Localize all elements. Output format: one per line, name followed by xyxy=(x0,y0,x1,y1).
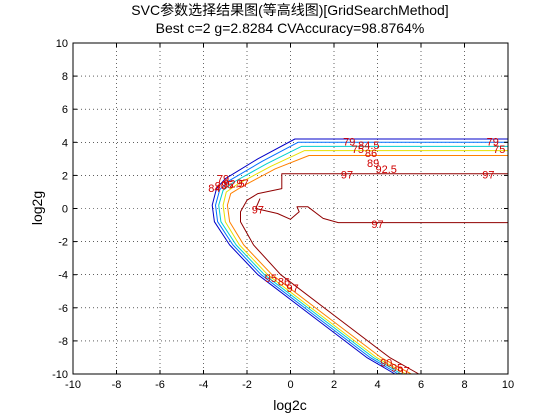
x-tick-label: 10 xyxy=(502,379,514,391)
contour-line-79 xyxy=(211,138,508,375)
y-tick-label: -4 xyxy=(58,270,68,282)
contour-label: 79 xyxy=(343,136,355,148)
contour-label: 86 xyxy=(365,148,377,160)
axis-ticks: -10 -8 -6 -4 -2 0 2 4 6 8 10 -10 -8 -6 -4 -2 0 2 4 6 8 10 xyxy=(52,38,514,391)
y-axis-label: log2g xyxy=(29,191,45,225)
y-tick-label: 10 xyxy=(56,38,68,50)
x-tick-label: -10 xyxy=(65,379,81,391)
contour-label: 97 xyxy=(252,204,264,216)
contour-label: 92.5 xyxy=(223,179,244,191)
chart-title-line-1: SVC参数选择结果图(等高线图)[GridSearchMethod] xyxy=(131,2,448,18)
contour-line-95 xyxy=(226,155,508,375)
y-tick-label: 2 xyxy=(62,170,68,182)
contour-label: 90 xyxy=(215,180,227,192)
contour-labels: 79 84.575 868992.597797597979792.595908479… xyxy=(208,136,505,377)
contour-label: 97 xyxy=(397,366,409,378)
y-tick-label: -10 xyxy=(52,369,68,381)
contour-label: 95 xyxy=(265,273,277,285)
contour-label: 84.5 xyxy=(358,140,379,152)
y-tick-label: -2 xyxy=(58,237,68,249)
grid-lines xyxy=(73,43,508,374)
contour-label: 97 xyxy=(482,170,494,182)
y-tick-label: 6 xyxy=(62,104,68,116)
x-axis-label: log2c xyxy=(273,397,306,413)
x-tick-label: 4 xyxy=(374,379,380,391)
contour-line-84-5 xyxy=(215,141,508,375)
contour-label: 95 xyxy=(391,362,403,374)
x-tick-label: 6 xyxy=(418,379,424,391)
contour-label: 90 xyxy=(380,357,392,369)
contour-line-97 xyxy=(240,173,508,375)
contour-label: 95 xyxy=(221,180,233,192)
contour-label: 97 xyxy=(287,283,299,295)
contour-line-92-5 xyxy=(222,150,508,375)
contour-label: 86 xyxy=(278,276,290,288)
x-tick-label: -8 xyxy=(112,379,122,391)
x-tick-label: -6 xyxy=(155,379,165,391)
contour-label: 84 xyxy=(208,183,220,195)
chart-title-line-2: Best c=2 g=2.8284 CVAccuracy=98.8764% xyxy=(156,20,425,36)
contour-label: 89 xyxy=(367,158,379,170)
contour-lines xyxy=(211,138,508,375)
contour-label: 79 xyxy=(487,136,499,148)
x-tick-label: -2 xyxy=(242,379,252,391)
x-tick-label: -4 xyxy=(199,379,209,391)
x-tick-label: 8 xyxy=(461,379,467,391)
y-tick-label: 4 xyxy=(62,137,68,149)
x-tick-label: 2 xyxy=(331,379,337,391)
contour-label: 79 xyxy=(217,174,229,186)
contour-line-97 xyxy=(255,198,508,224)
y-tick-label: -8 xyxy=(58,336,68,348)
contour-line-90 xyxy=(218,145,508,375)
contour-label: 97 xyxy=(341,170,353,182)
x-tick-label: 0 xyxy=(287,379,293,391)
contour-label: 75 xyxy=(352,144,364,156)
y-tick-label: 0 xyxy=(62,204,68,216)
contour-label: 97 xyxy=(237,178,249,190)
contour-label: 75 xyxy=(493,144,505,156)
y-tick-label: -6 xyxy=(58,303,68,315)
y-tick-label: 8 xyxy=(62,71,68,83)
contour-label: 92.5 xyxy=(375,164,396,176)
plot-area xyxy=(73,43,508,374)
contour-label: 97 xyxy=(371,219,383,231)
